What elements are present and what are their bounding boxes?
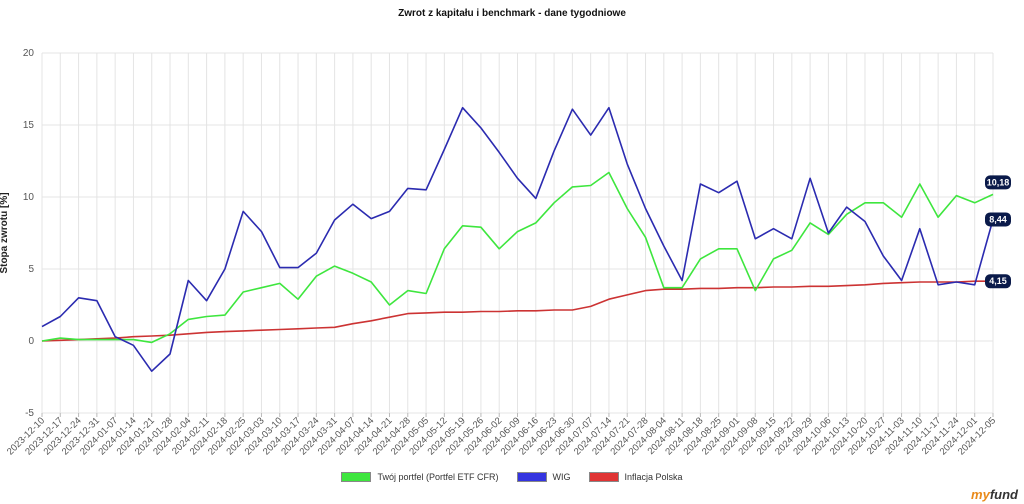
end-value-badge xyxy=(985,175,1011,190)
series-line-0 xyxy=(41,171,994,344)
end-value-badge xyxy=(985,274,1011,289)
legend-swatch-inflacja xyxy=(588,472,619,482)
legend-item-portfel[interactable]: Twój portfel (Portfel ETF CFR) xyxy=(341,472,499,482)
end-value-label: 4,15 xyxy=(985,274,1011,289)
legend-item-inflacja[interactable]: Inflacja Polska xyxy=(588,472,683,482)
legend-label-inflacja: Inflacja Polska xyxy=(624,472,683,482)
series-line-1 xyxy=(41,106,994,373)
legend-swatch-portfel xyxy=(341,472,372,482)
y-tick-label: 15 xyxy=(23,120,35,131)
y-tick-label: 20 xyxy=(23,48,35,59)
y-axis-label: Stopa zwrotu [%] xyxy=(0,192,10,273)
end-value-label: 8,44 xyxy=(985,212,1011,227)
series-line-2 xyxy=(41,280,993,342)
legend-swatch-wig xyxy=(516,472,547,482)
legend: Twój portfel (Portfel ETF CFR) WIG Infla… xyxy=(0,472,1024,482)
end-value-text: 4,15 xyxy=(989,276,1007,286)
end-value-label: 10,18 xyxy=(985,175,1011,190)
y-tick-label: 5 xyxy=(28,264,34,275)
myfund-logo: myfund xyxy=(971,487,1018,502)
end-value-text: 8,44 xyxy=(989,214,1007,224)
legend-label-portfel: Twój portfel (Portfel ETF CFR) xyxy=(377,472,499,482)
y-tick-label: 0 xyxy=(28,336,34,347)
y-tick-label: -5 xyxy=(25,408,34,419)
y-tick-label: 10 xyxy=(23,192,35,203)
legend-item-wig[interactable]: WIG xyxy=(516,472,571,482)
end-value-badge xyxy=(985,212,1011,227)
end-value-text: 10,18 xyxy=(987,177,1010,187)
chart-title: Zwrot z kapitału i benchmark - dane tygo… xyxy=(398,8,626,19)
legend-label-wig: WIG xyxy=(552,472,571,482)
